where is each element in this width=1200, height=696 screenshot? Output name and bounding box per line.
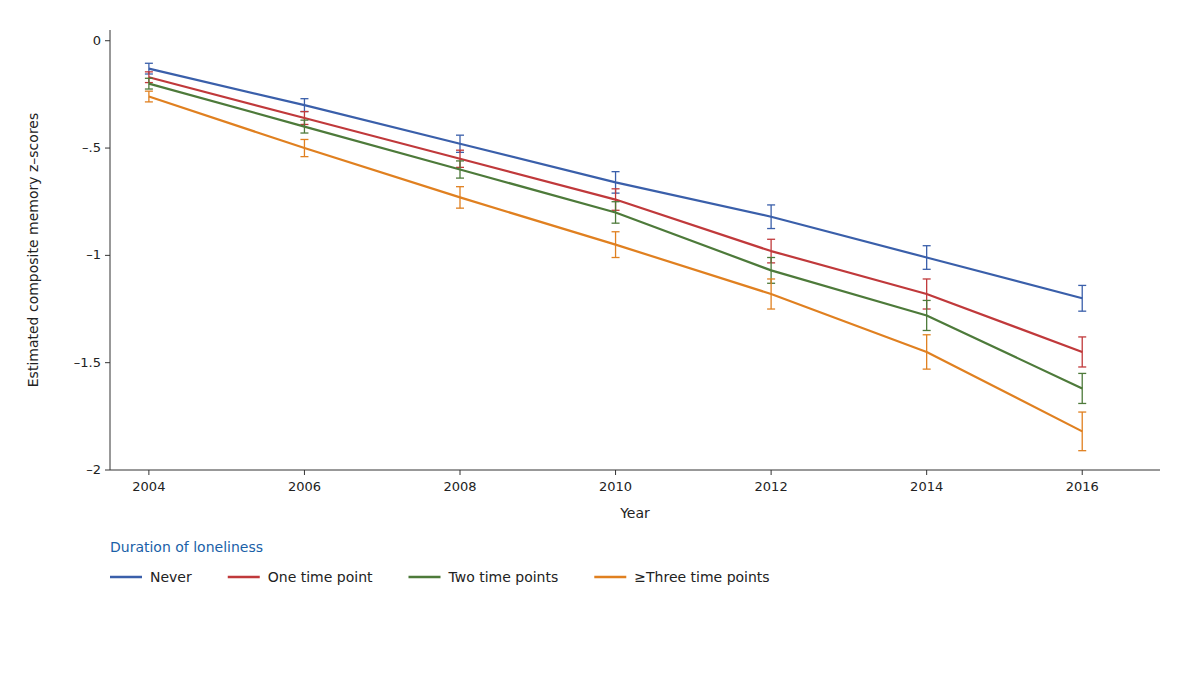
y-axis-label: Estimated composite memory z–scores (25, 113, 41, 387)
y-tick-label: 0 (93, 33, 101, 48)
error-bar-cap (1078, 311, 1086, 312)
error-bar-cap (612, 257, 620, 258)
error-bar-cap (767, 228, 775, 229)
x-tick (926, 470, 927, 475)
y-tick-label: –2 (86, 462, 101, 477)
x-tick-label: 2014 (910, 479, 943, 494)
y-tick (105, 148, 110, 149)
x-tick (148, 470, 149, 475)
legend-swatch (228, 576, 260, 579)
y-tick-label: –1.5 (74, 355, 101, 370)
x-tick-label: 2010 (599, 479, 632, 494)
legend-item: Two time points (409, 569, 559, 585)
x-tick-label: 2004 (132, 479, 165, 494)
error-bar-cap (767, 239, 775, 240)
error-bar-cap (1078, 285, 1086, 286)
legend-label: Never (150, 569, 192, 585)
legend-item: One time point (228, 569, 373, 585)
error-bar-cap (1078, 450, 1086, 451)
x-tick (615, 470, 616, 475)
error-bar-cap (456, 186, 464, 187)
x-tick-label: 2006 (288, 479, 321, 494)
error-bar-cap (923, 278, 931, 279)
series-line (149, 69, 1082, 299)
error-bar-cap (767, 204, 775, 205)
legend-title: Duration of loneliness (110, 539, 263, 555)
error-bar-cap (456, 177, 464, 178)
error-bar-cap (612, 171, 620, 172)
legend-swatch (594, 576, 626, 579)
error-bar-cap (456, 150, 464, 151)
error-bar-cap (612, 231, 620, 232)
error-bar-cap (145, 101, 153, 102)
error-bar-cap (612, 201, 620, 202)
legend-item: ≥Three time points (594, 569, 769, 585)
error-bar-cap (456, 160, 464, 161)
error-bar-cap (145, 63, 153, 64)
error-bar-cap (300, 119, 308, 120)
y-tick (105, 362, 110, 363)
error-bar-cap (145, 91, 153, 92)
chart: 0 –.5 –1 –1.5 –2 2004 2006 2008 2010 2012 2014 2016… (0, 0, 1200, 696)
series (145, 91, 1086, 451)
error-bar-cap (145, 78, 153, 79)
error-bar-cap (145, 88, 153, 89)
y-axis-line (110, 30, 111, 470)
y-tick-label: –1 (86, 247, 101, 262)
error-bar-cap (300, 132, 308, 133)
y-tick (105, 255, 110, 256)
error-bar-cap (1078, 366, 1086, 367)
legend-label: ≥Three time points (634, 569, 769, 585)
error-bar-cap (923, 334, 931, 335)
x-tick (1082, 470, 1083, 475)
error-bar-cap (456, 135, 464, 136)
error-bar-cap (456, 207, 464, 208)
error-bar-cap (923, 368, 931, 369)
error-bar-cap (767, 308, 775, 309)
error-bar-cap (612, 223, 620, 224)
plot-area (145, 63, 1086, 450)
x-tick (460, 470, 461, 475)
error-bar-cap (1078, 411, 1086, 412)
error-bar-cap (300, 98, 308, 99)
error-bar-cap (1078, 336, 1086, 337)
legend-label: One time point (268, 569, 373, 585)
series-line (149, 97, 1082, 432)
error-bar-cap (923, 245, 931, 246)
series (145, 78, 1086, 403)
error-bar-cap (145, 71, 153, 72)
x-axis-line (110, 470, 1160, 471)
error-bar-cap (300, 139, 308, 140)
y-tick-label: –.5 (82, 140, 101, 155)
x-tick-label: 2016 (1066, 479, 1099, 494)
x-tick (304, 470, 305, 475)
error-bar-cap (767, 278, 775, 279)
series-line (149, 77, 1082, 352)
error-bar-cap (1078, 403, 1086, 404)
x-tick-label: 2008 (443, 479, 476, 494)
error-bar-cap (300, 111, 308, 112)
error-bar-cap (923, 300, 931, 301)
error-bar-cap (612, 188, 620, 189)
y-tick (105, 470, 110, 471)
legend-label: Two time points (448, 569, 559, 585)
legend-item: Never (110, 569, 192, 585)
error-bar-cap (300, 156, 308, 157)
error-bar-cap (300, 111, 308, 112)
error-bar-cap (923, 330, 931, 331)
legend: Never One time point Two time points ≥Three… (110, 569, 770, 585)
legend-swatch (409, 576, 441, 579)
x-tick-label: 2012 (755, 479, 788, 494)
x-tick (771, 470, 772, 475)
series (145, 63, 1086, 311)
legend-swatch (110, 576, 142, 579)
error-bar-cap (923, 269, 931, 270)
error-bar-cap (767, 257, 775, 258)
x-axis-label: Year (619, 505, 650, 521)
series-line (149, 84, 1082, 389)
y-tick (105, 40, 110, 41)
error-bar-cap (1078, 373, 1086, 374)
series (145, 72, 1086, 367)
